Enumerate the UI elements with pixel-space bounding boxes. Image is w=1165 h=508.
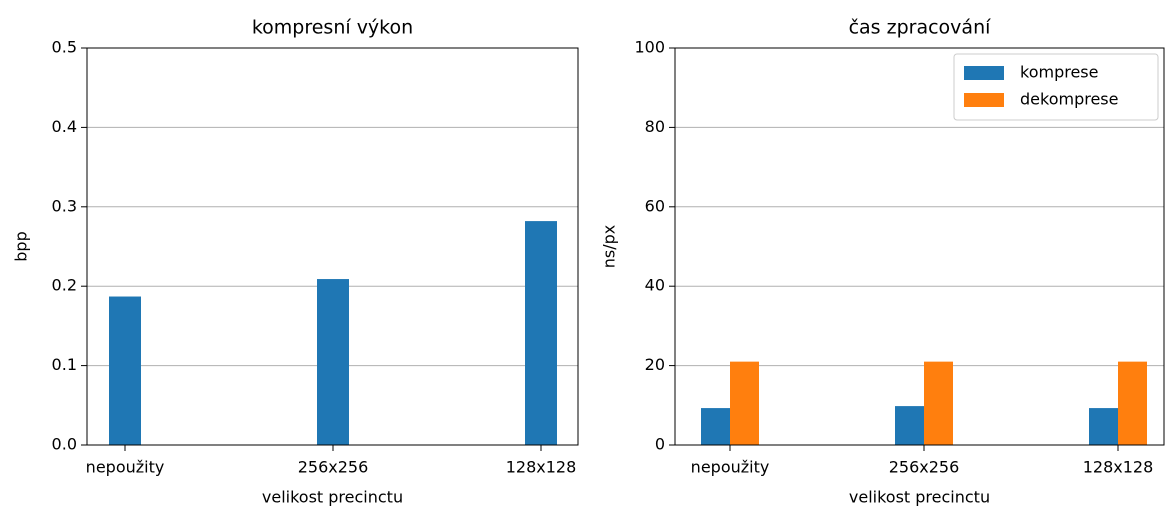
bar: [730, 361, 759, 445]
x-axis-label: velikost precinctu: [849, 488, 990, 507]
y-tick-label: 0.0: [52, 435, 77, 454]
x-tick-label: 128x128: [1083, 458, 1154, 477]
y-axis-label: ns/px: [600, 225, 619, 269]
x-tick-label: nepoužity: [691, 458, 770, 477]
chart-title: čas zpracování: [849, 17, 992, 39]
bar: [1089, 408, 1118, 445]
chart-title: kompresní výkon: [252, 17, 413, 39]
bar: [924, 361, 953, 445]
y-tick-label: 80: [645, 117, 665, 136]
legend-label: dekomprese: [1020, 90, 1118, 109]
x-tick-label: 256x256: [298, 458, 369, 477]
y-tick-label: 0.2: [52, 276, 77, 295]
x-tick-label: 128x128: [506, 458, 577, 477]
plot-frame: [674, 47, 1165, 446]
y-tick-label: 0.1: [52, 355, 77, 374]
legend-label: komprese: [1020, 63, 1098, 82]
y-tick-label: 0: [655, 435, 665, 454]
legend-swatch: [964, 66, 1004, 80]
bar: [1118, 361, 1147, 445]
bar: [525, 221, 557, 445]
bar: [317, 279, 349, 445]
y-tick-label: 40: [645, 276, 665, 295]
y-tick-label: 100: [634, 38, 665, 57]
x-tick-label: nepoužity: [86, 458, 165, 477]
bar: [109, 296, 141, 445]
legend-box: [953, 53, 1159, 121]
x-tick-label: 256x256: [889, 458, 960, 477]
y-tick-label: 0.5: [52, 38, 77, 57]
y-tick-label: 20: [645, 355, 665, 374]
bar: [701, 408, 730, 445]
plot-frame: [86, 47, 579, 446]
y-tick-label: 60: [645, 196, 665, 215]
x-axis-label: velikost precinctu: [262, 488, 403, 507]
y-tick-label: 0.4: [52, 117, 77, 136]
legend-swatch: [964, 93, 1004, 107]
y-tick-label: 0.3: [52, 196, 77, 215]
bar: [895, 406, 924, 445]
y-axis-label: bpp: [12, 231, 31, 261]
